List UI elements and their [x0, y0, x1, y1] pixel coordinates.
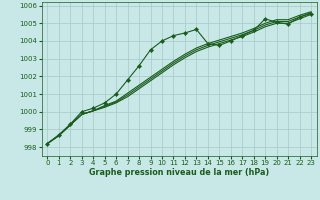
- X-axis label: Graphe pression niveau de la mer (hPa): Graphe pression niveau de la mer (hPa): [89, 168, 269, 177]
